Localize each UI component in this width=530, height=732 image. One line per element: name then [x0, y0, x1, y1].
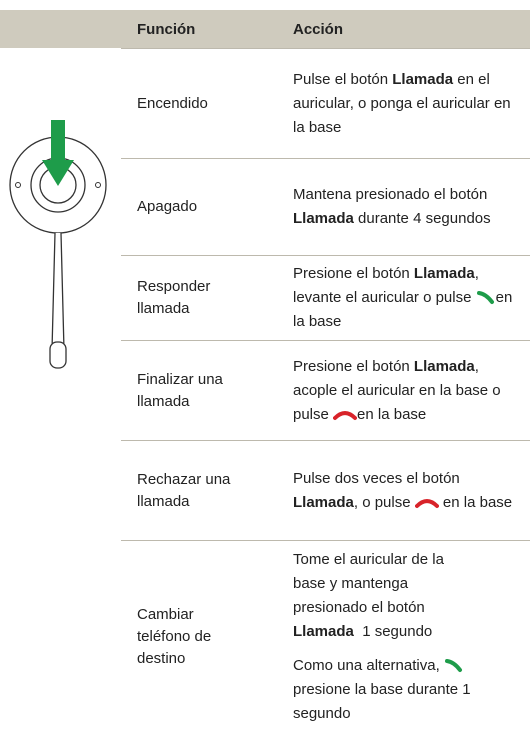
text: Como una alternativa,	[293, 656, 444, 674]
header-action: Acción	[293, 21, 344, 38]
reject-icon	[414, 498, 439, 508]
table-row: Responder llamada Presione el botón Llam…	[121, 255, 530, 340]
answer-icon	[476, 291, 494, 305]
text: Tome el auricular de la base y mantenga …	[293, 550, 444, 616]
action-cell: Tome el auricular de la base y mantenga …	[293, 541, 525, 732]
text: Llamada	[413, 357, 475, 375]
text: Llamada	[293, 622, 354, 640]
action-cell: Presione el botón Llamada, acople el aur…	[293, 341, 525, 440]
text: Llamada	[392, 70, 454, 88]
function-cell: Encendido	[137, 94, 208, 112]
text: en la base	[357, 405, 427, 423]
text: Pulse dos veces el botón	[293, 469, 460, 487]
text: , acople el auricular en la base o pulse	[293, 357, 501, 423]
function-cell: Responder llamada	[137, 278, 211, 317]
function-cell: Cambiar teléfono de destino	[137, 605, 212, 667]
text: en la base	[438, 493, 513, 511]
action-cell: Pulse dos veces el botón Llamada, o puls…	[293, 441, 525, 540]
text: en el auricular, o ponga el auricular en…	[293, 70, 511, 136]
end-call-icon	[333, 410, 358, 420]
action-cell: Mantena presionado el botón Llamada dura…	[293, 159, 525, 255]
answer-icon	[444, 658, 462, 672]
table-row: Rechazar una llamada Pulse dos veces el …	[121, 440, 530, 540]
text: Llamada	[293, 210, 354, 227]
table-header: Función Acción	[0, 10, 530, 48]
text: Llamada	[293, 493, 354, 511]
text: en la base	[293, 289, 513, 330]
text: presione la base durante 1 segundo	[293, 680, 471, 722]
text: Presione el botón	[293, 265, 414, 282]
function-cell: Finalizar una llamada	[137, 370, 223, 410]
text: Llamada	[413, 265, 475, 282]
function-cell: Rechazar una llamada	[137, 470, 231, 510]
text: Pulse el botón	[293, 70, 393, 88]
text: Mantena presionado el botón	[293, 186, 488, 203]
action-cell: Presione el botón Llamada, levante el au…	[293, 256, 525, 340]
table-row: Finalizar una llamada Presione el botón …	[121, 340, 530, 440]
action-cell: Pulse el botón Llamada en el auricular, …	[293, 49, 525, 158]
text: 1 segundo	[353, 622, 433, 640]
function-cell: Apagado	[137, 198, 198, 215]
headset-illustration	[9, 120, 107, 369]
text: Presione el botón	[293, 357, 414, 375]
table-row: Encendido Pulse el botón Llamada en el a…	[121, 48, 530, 158]
header-function: Función	[137, 21, 196, 38]
table-row: Apagado Mantena presionado el botón Llam…	[121, 158, 530, 255]
text: , o pulse	[353, 493, 415, 511]
table-row: Cambiar teléfono de destino Tome el auri…	[121, 540, 530, 732]
text: durante 4 segundos	[353, 210, 491, 227]
text: , levante el auricular o pulse	[293, 265, 479, 306]
